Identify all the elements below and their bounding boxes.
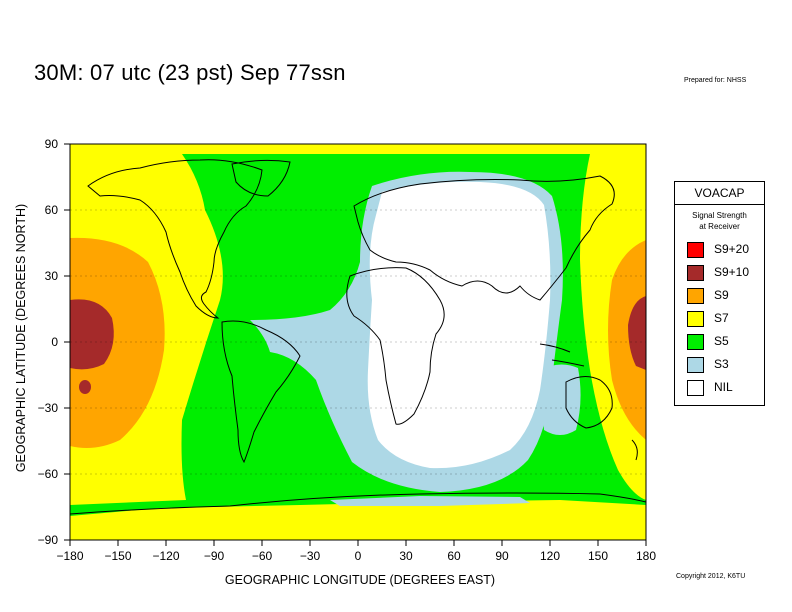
region-nil-main [367, 181, 551, 469]
ytick-label: 90 [44, 137, 58, 151]
coast-africa [346, 267, 445, 425]
region-s9plus10-pacific-west [70, 299, 114, 370]
ytick-label: 30 [44, 269, 58, 283]
coast-greenland [231, 159, 291, 197]
xtick-label: −30 [299, 549, 321, 563]
coastlines [70, 159, 646, 515]
xtick-label: 0 [354, 549, 362, 563]
region-s3-south-patch [330, 496, 530, 506]
coast-south-america [221, 320, 301, 464]
legend-label: S3 [714, 357, 729, 371]
x-axis-label: GEOGRAPHIC LONGITUDE (DEGREES EAST) [224, 573, 496, 587]
legend-swatch [687, 242, 704, 258]
legend-label: S9 [714, 288, 729, 302]
ytick-label: −60 [37, 467, 58, 481]
axis-ticks [64, 143, 647, 546]
coast-north-america [87, 159, 263, 319]
ytick-label: −90 [37, 533, 58, 547]
legend-label: S9+20 [714, 242, 750, 256]
region-s3-indian-ocean-east [540, 364, 581, 435]
coast-new-zealand [631, 439, 638, 461]
ytick-label: 60 [44, 203, 58, 217]
region-s9-pacific-west [70, 237, 165, 448]
legend-label: NIL [714, 380, 733, 394]
xtick-label: 60 [447, 549, 461, 563]
ytick-label: 0 [51, 335, 58, 349]
coast-australia [565, 376, 613, 429]
prepared-for-note: Prepared for: NHSS [684, 77, 747, 84]
region-s9plus10-pacific-west-spot [79, 380, 91, 394]
legend-title: VOACAP [675, 182, 764, 205]
region-s9-pacific-east [608, 240, 646, 440]
legend-swatch [687, 380, 704, 396]
legend-swatch [687, 265, 704, 281]
legend-swatch [687, 334, 704, 350]
legend-swatch [687, 288, 704, 304]
coast-indonesia [539, 343, 585, 367]
map-title: 30M: 07 utc (23 pst) Sep 77ssn [34, 60, 346, 85]
xtick-label: −60 [251, 549, 273, 563]
legend-subtitle-line2: at Receiver [699, 222, 740, 231]
legend-swatch [687, 357, 704, 373]
legend-subtitle-line1: Signal Strength [692, 211, 747, 220]
coast-antarctica [70, 492, 646, 515]
legend-subtitle: Signal Strength at Receiver [675, 210, 764, 232]
xtick-label: 120 [539, 549, 561, 563]
ytick-label: −30 [37, 401, 58, 415]
y-axis-label: GEOGRAPHIC LATITUDE (DEGREES NORTH) [14, 203, 28, 473]
region-s7-north-band [70, 144, 646, 154]
legend-label: S7 [714, 311, 729, 325]
legend: VOACAP Signal Strength at Receiver S9+20… [674, 181, 765, 406]
xtick-label: −150 [104, 549, 132, 563]
legend-label: S5 [714, 334, 729, 348]
region-s7-south-band [70, 500, 646, 540]
xtick-label: 180 [635, 549, 657, 563]
xtick-label: 150 [587, 549, 609, 563]
xtick-label: −120 [152, 549, 180, 563]
xtick-label: −180 [56, 549, 84, 563]
legend-swatch [687, 311, 704, 327]
copyright-note: Copyright 2012, K6TU [676, 573, 746, 580]
legend-label: S9+10 [714, 265, 750, 279]
xtick-label: 90 [495, 549, 509, 563]
coast-eurasia [353, 175, 615, 301]
region-s9plus10-pacific-east [628, 296, 646, 370]
xtick-label: 30 [399, 549, 413, 563]
xtick-label: −90 [203, 549, 225, 563]
